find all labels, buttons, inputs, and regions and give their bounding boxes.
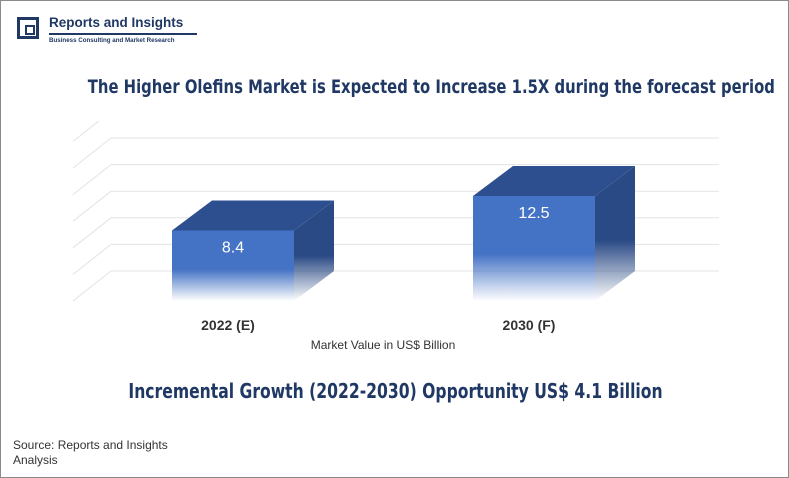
gridline-side [72, 244, 112, 275]
source-note: Source: Reports and Insights Analysis [13, 438, 168, 467]
bar-side [294, 200, 334, 301]
brand-name: Reports and Insights [49, 15, 184, 30]
gridline-side [72, 270, 112, 302]
gridline-side [72, 137, 112, 169]
x-axis-label: Market Value in US$ Billion [311, 338, 456, 352]
brand-logo: Reports and Insights Business Consulting… [17, 15, 197, 49]
data-label: 8.4 [222, 239, 244, 256]
bar-top [172, 200, 334, 231]
gridline-side [72, 217, 112, 249]
data-label: 12.5 [518, 205, 549, 222]
x-tick-label: 2022 (E) [201, 317, 255, 333]
bar-top [473, 166, 635, 196]
logo-divider [49, 33, 197, 35]
gridline-side [72, 164, 112, 195]
bar-side [595, 166, 635, 301]
bars [172, 166, 635, 301]
bar [172, 230, 294, 301]
gridline-side [72, 190, 112, 222]
chart-title: The Higher Olefins Market is Expected to… [87, 76, 775, 98]
logo-square-icon [17, 17, 39, 39]
bar-chart: 8.4 2022 (E) 12.5 2030 (F) Market Value in U… [72, 121, 719, 352]
x-tick-label: 2030 (F) [503, 317, 556, 333]
labels: 8.4 2022 (E) 12.5 2030 (F) Market Value in U… [201, 205, 555, 352]
brand-tagline: Business Consulting and Market Research [49, 37, 175, 44]
bar [473, 196, 595, 301]
growth-callout: Incremental Growth (2022-2030) Opportuni… [128, 379, 663, 403]
gridline-side [72, 121, 100, 142]
